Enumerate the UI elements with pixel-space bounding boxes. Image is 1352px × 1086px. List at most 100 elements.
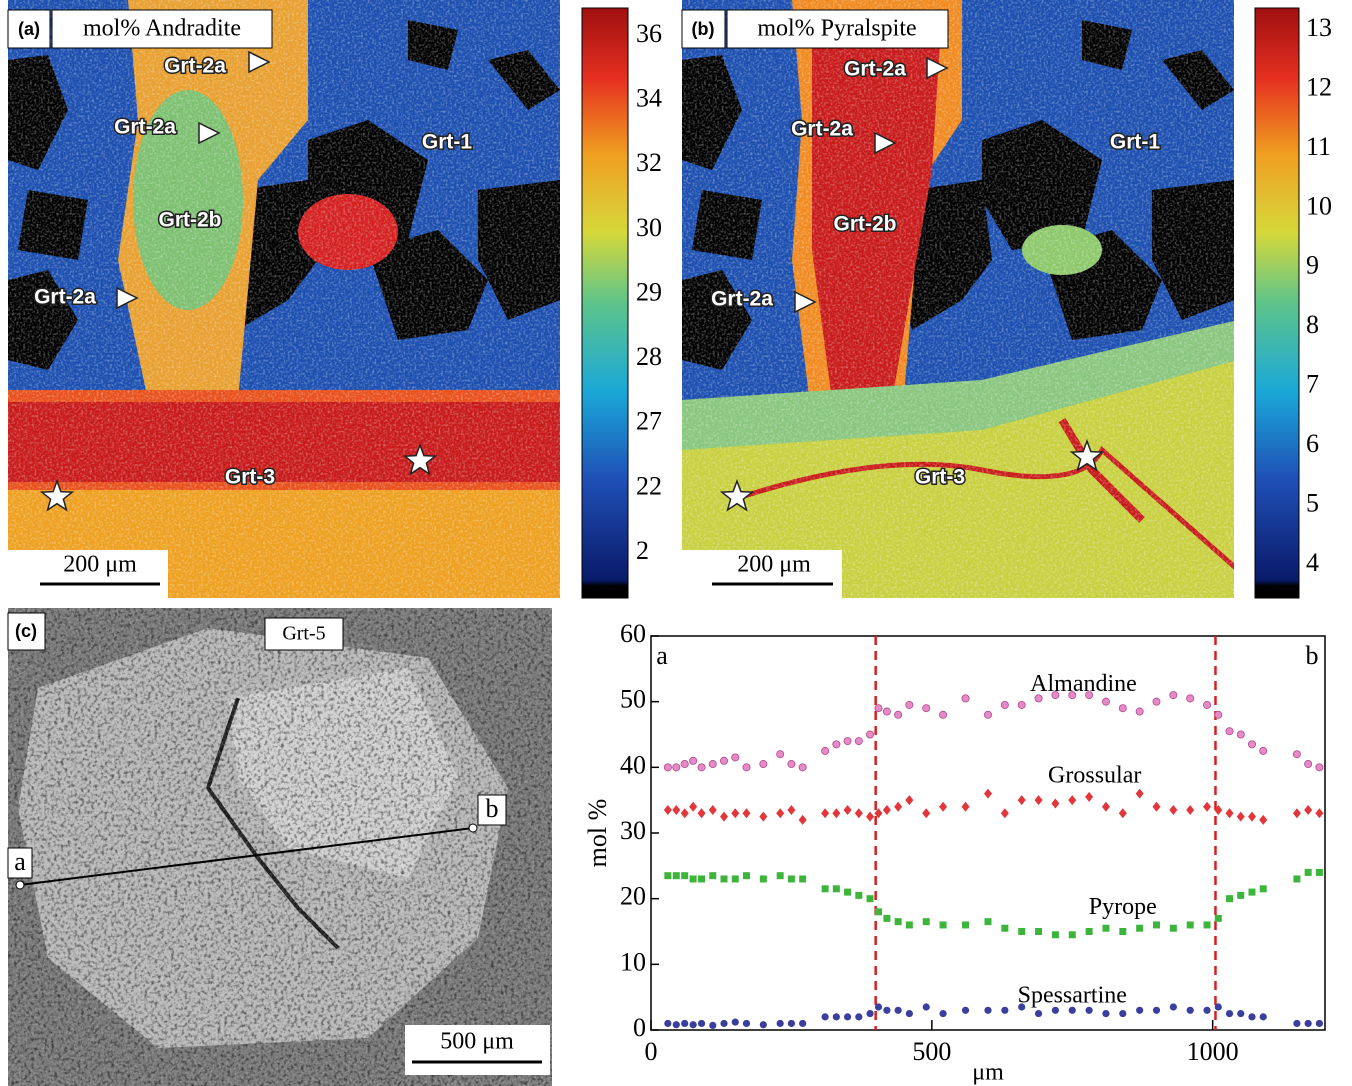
point: [1018, 928, 1025, 935]
region-label: Grt-2a: [164, 55, 226, 78]
point: [1215, 915, 1222, 922]
point: [673, 1021, 680, 1028]
point: [760, 760, 767, 767]
point: [962, 802, 970, 812]
region-label: Grt-1: [1110, 131, 1160, 154]
panel-title: mol% Pyralspite: [757, 16, 916, 42]
point: [1215, 1003, 1222, 1010]
region-label: Grt-2b: [159, 209, 222, 232]
point: [1187, 921, 1194, 928]
point: [673, 872, 680, 879]
point: [1260, 1013, 1267, 1020]
point: [923, 1003, 930, 1010]
point: [905, 795, 913, 805]
series-label: Pyrope: [1089, 894, 1157, 920]
point: [788, 1020, 795, 1027]
point: [720, 757, 727, 764]
colorbar-tick-label: 29: [636, 277, 662, 306]
point: [984, 711, 991, 718]
point: [922, 808, 930, 818]
x-tick-label: 1000: [1187, 1037, 1239, 1066]
colorbar-tick-label: 6: [1306, 429, 1319, 458]
y-tick-label: 10: [620, 947, 646, 976]
point: [672, 805, 680, 815]
point: [822, 1013, 829, 1020]
colorbar-tick-label: 27: [636, 407, 662, 436]
colorbar-tick-label: 10: [1306, 191, 1332, 220]
point: [1293, 1020, 1300, 1027]
point: [742, 808, 750, 818]
profile-label: a: [14, 847, 26, 876]
point: [1237, 892, 1244, 899]
point: [760, 875, 767, 882]
point: [1153, 698, 1160, 705]
scale-label: 200 μm: [63, 552, 137, 578]
point: [1102, 802, 1110, 812]
point: [939, 1010, 946, 1017]
y-tick-label: 40: [620, 750, 646, 779]
point: [1001, 925, 1008, 932]
point: [1293, 875, 1300, 882]
point: [844, 889, 851, 896]
corner-label: b: [1306, 641, 1319, 670]
point: [1305, 1020, 1312, 1027]
point: [844, 737, 851, 744]
plot-frame: [651, 636, 1325, 1030]
point: [1237, 731, 1244, 738]
colorbar-tick-label: 7: [1306, 370, 1319, 399]
point: [760, 1021, 767, 1028]
point: [776, 808, 784, 818]
point: [939, 802, 947, 812]
point: [664, 1020, 671, 1027]
point: [1316, 869, 1323, 876]
point: [709, 1022, 716, 1029]
point: [855, 808, 863, 818]
point: [681, 808, 689, 818]
point: [866, 812, 874, 822]
point: [664, 764, 671, 771]
y-tick-label: 60: [620, 619, 646, 648]
series-label: Grossular: [1048, 763, 1141, 789]
panel-label: (b): [692, 19, 715, 39]
point: [664, 805, 672, 815]
point: [939, 711, 946, 718]
colorbar-b: [1255, 8, 1299, 598]
region-label: Grt-2a: [791, 118, 853, 141]
point: [759, 812, 767, 822]
point: [721, 875, 728, 882]
point: [1102, 1010, 1109, 1017]
point: [906, 921, 913, 928]
point: [1169, 805, 1177, 815]
profile-label: b: [486, 794, 499, 823]
bse-image: [8, 608, 552, 1086]
profile-end: [469, 824, 477, 832]
point: [1102, 925, 1109, 932]
point: [940, 921, 947, 928]
point: [855, 737, 862, 744]
point: [906, 701, 913, 708]
point: [690, 1021, 697, 1028]
point: [1068, 795, 1076, 805]
region-label: Grt-1: [422, 131, 472, 154]
point: [799, 815, 807, 825]
point: [1035, 928, 1042, 935]
point: [844, 1013, 851, 1020]
point: [1052, 931, 1059, 938]
region-label: Grt-2a: [114, 116, 176, 139]
point: [923, 705, 930, 712]
point: [732, 1019, 739, 1026]
x-tick-label: 0: [645, 1037, 658, 1066]
point: [985, 918, 992, 925]
point: [690, 757, 697, 764]
point: [709, 760, 716, 767]
point: [1153, 921, 1160, 928]
point: [1237, 812, 1245, 822]
point: [875, 908, 882, 915]
point: [681, 760, 688, 767]
point: [822, 747, 829, 754]
point: [1226, 895, 1233, 902]
point: [1293, 808, 1301, 818]
point: [689, 802, 697, 812]
point: [1226, 808, 1234, 818]
scale-label: 200 μm: [737, 552, 811, 578]
